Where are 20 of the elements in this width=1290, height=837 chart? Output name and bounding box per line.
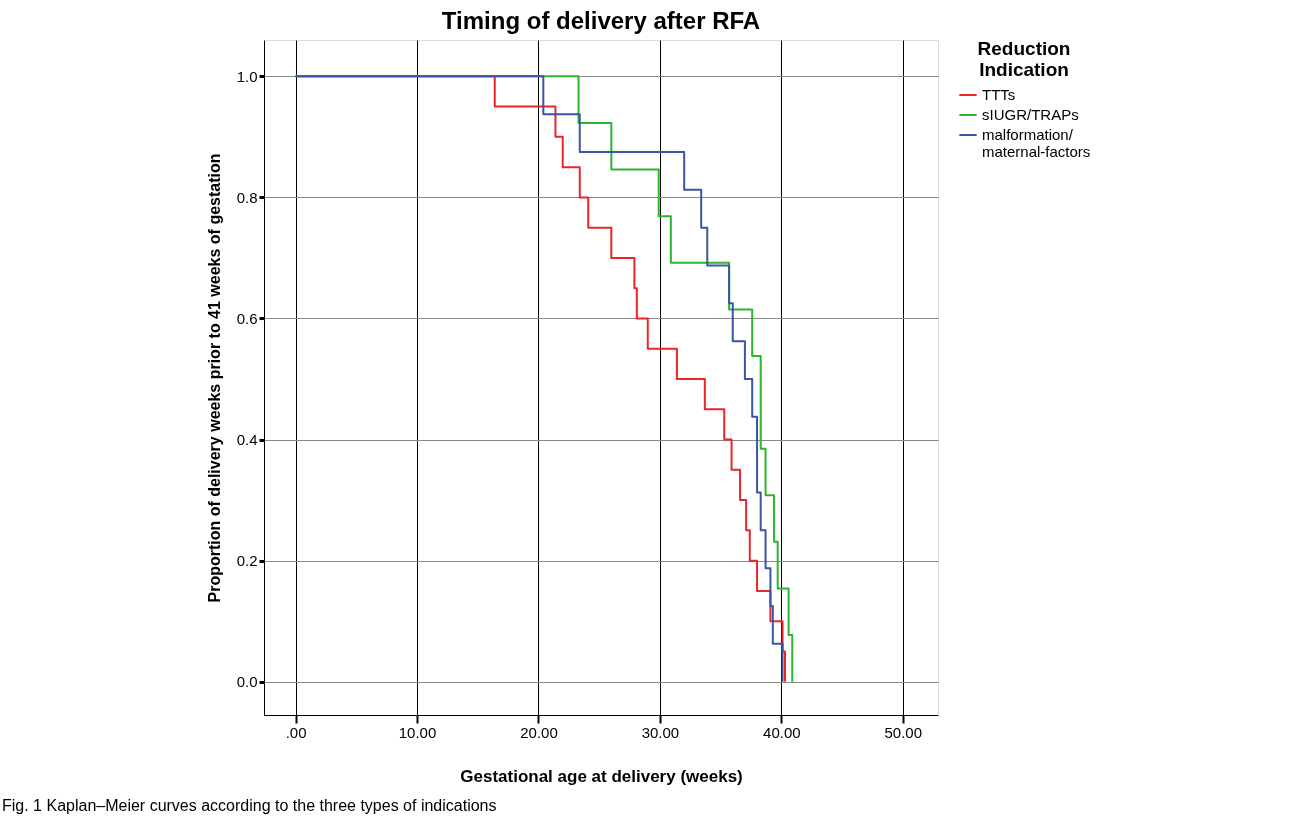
y-tick-label: 0.0: [236, 673, 258, 691]
y-axis-title: Proportion of delivery weeks prior to 41 weeks of gestation: [205, 153, 223, 603]
x-tick-label: .00: [285, 723, 307, 741]
x-tick-label: 20.00: [520, 723, 558, 741]
y-tick-label: 0.8: [236, 188, 258, 206]
chart-title: Timing of delivery after RFA: [441, 7, 761, 34]
x-tick-label: 30.00: [641, 723, 680, 741]
y-tick-label: 1.0: [236, 67, 258, 85]
x-tick-label: 10.00: [398, 723, 437, 741]
x-axis-title: Gestational age at delivery (weeks): [460, 766, 743, 786]
legend-title: Reduction Indication: [977, 38, 1071, 80]
legend-label: sIUGR/TRAPs: [982, 106, 1079, 123]
x-tick-label: 40.00: [763, 723, 801, 741]
y-tick-label: 0.6: [236, 309, 258, 327]
y-tick-label: 0.2: [236, 552, 258, 570]
legend-label: TTTs: [982, 86, 1016, 103]
y-tick-label: 0.4: [236, 431, 258, 449]
legend-label: malformation/maternal-factors: [982, 126, 1091, 160]
caption: Fig. 1 Kaplan–Meier curves according to the three types of indications: [2, 797, 497, 814]
x-tick-label: 50.00: [884, 723, 923, 741]
